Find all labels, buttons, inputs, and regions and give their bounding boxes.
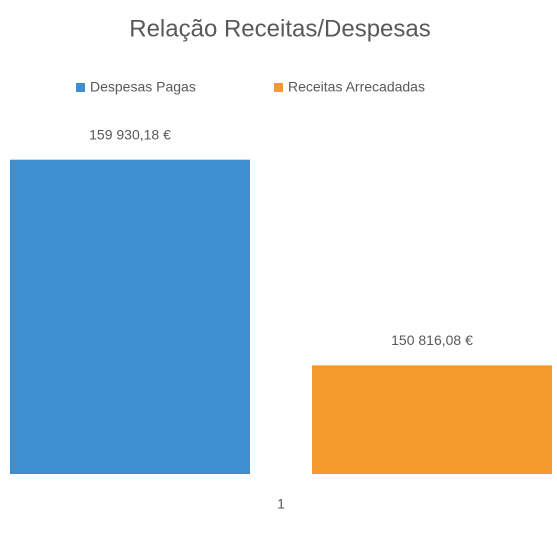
legend-label: Receitas Arrecadadas [288, 79, 425, 95]
bar [312, 365, 552, 474]
legend-swatch [274, 83, 283, 92]
legend-swatch [76, 83, 85, 92]
data-label: 159 930,18 € [89, 126, 171, 142]
chart-title: Relação Receitas/Despesas [129, 15, 431, 42]
x-tick-label: 1 [277, 496, 285, 512]
legend-label: Despesas Pagas [90, 79, 196, 95]
data-label: 150 816,08 € [391, 332, 473, 348]
bar [10, 159, 250, 474]
